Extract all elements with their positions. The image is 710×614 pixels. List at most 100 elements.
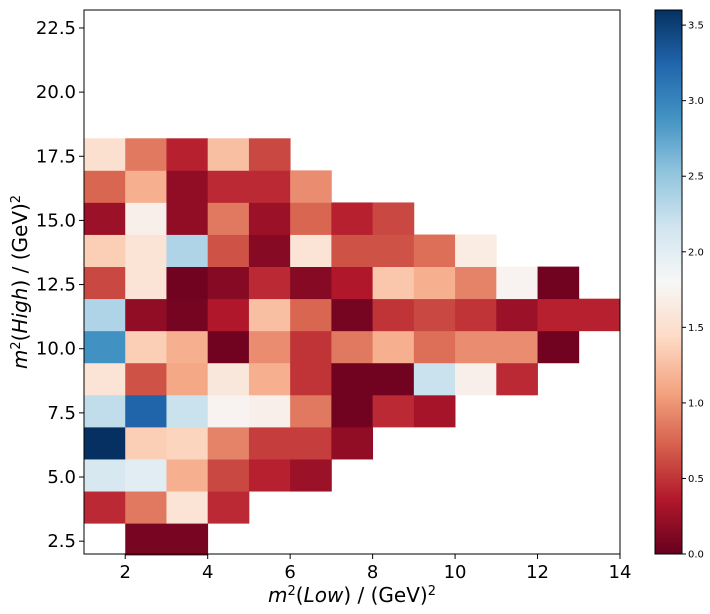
heatmap-cell xyxy=(248,138,291,171)
heatmap-cell xyxy=(413,266,456,300)
heatmap-cell xyxy=(496,266,538,300)
heatmap-cell xyxy=(248,426,291,460)
heatmap-cell xyxy=(455,298,497,332)
heatmap-cell xyxy=(455,234,497,268)
heatmap-cell xyxy=(331,362,374,396)
heatmap-cell xyxy=(413,394,456,428)
heatmap-cell xyxy=(248,234,291,268)
heatmap-cell xyxy=(84,459,126,492)
heatmap-cell xyxy=(372,234,415,268)
heatmap-cell xyxy=(290,266,332,300)
heatmap-cell xyxy=(166,138,209,171)
heatmap-cell xyxy=(331,266,374,300)
heatmap-cell xyxy=(166,266,209,300)
heatmap-cell xyxy=(166,202,209,235)
heatmap-cell xyxy=(84,266,126,300)
colorbar-ticks: 0.0 0.5 1.0 1.5 2.0 2.5 3.0 3.5 xyxy=(682,21,704,561)
x-tick-label: 4 xyxy=(202,562,213,583)
heatmap-cell xyxy=(207,202,250,235)
x-tick-label: 2 xyxy=(120,562,131,583)
heatmap-cell xyxy=(290,234,332,268)
heatmap-cell xyxy=(413,330,456,364)
heatmap-cell xyxy=(331,202,374,235)
colorbar: 0.0 0.5 1.0 1.5 2.0 2.5 3.0 3.5 xyxy=(654,9,704,561)
heatmap-cell xyxy=(125,426,167,460)
heatmap-cell xyxy=(207,362,250,396)
heatmap-cell xyxy=(331,298,374,332)
heatmap-cell xyxy=(537,330,580,364)
heatmap-cell xyxy=(455,362,497,396)
heatmap-cell xyxy=(455,330,497,364)
heatmap-cell xyxy=(248,298,291,332)
heatmap-cell xyxy=(290,170,332,203)
heatmap-cell xyxy=(125,491,167,524)
heatmap-cell xyxy=(125,523,167,556)
heatmap-cell xyxy=(207,491,250,524)
heatmap-cell xyxy=(537,298,580,332)
x-tick-label: 14 xyxy=(609,562,632,583)
heatmap-cell xyxy=(372,266,415,300)
heatmap-cell xyxy=(207,170,250,203)
heatmap-cell xyxy=(248,394,291,428)
colorbar-bar xyxy=(654,9,683,555)
heatmap-cell xyxy=(207,234,250,268)
heatmap-cell xyxy=(537,266,580,300)
heatmap-cell xyxy=(496,330,538,364)
heatmap-cell xyxy=(290,459,332,492)
heatmap-cell xyxy=(84,362,126,396)
heatmap-cell xyxy=(166,362,209,396)
heatmap-cell xyxy=(207,266,250,300)
y-tick-label: 20.0 xyxy=(36,82,76,103)
heatmap-cell xyxy=(125,170,167,203)
y-tick-label: 10.0 xyxy=(36,339,76,360)
heatmap-cell xyxy=(166,523,209,556)
heatmap-cell xyxy=(84,298,126,332)
heatmap-cell xyxy=(166,170,209,203)
heatmap-cell xyxy=(331,426,374,460)
heatmap-cell xyxy=(331,234,374,268)
y-axis-label: m2(High) / (GeV)2 xyxy=(8,195,32,369)
heatmap-cell xyxy=(207,426,250,460)
heatmap-cell xyxy=(125,138,167,171)
colorbar-tick-label: 3.0 xyxy=(688,96,704,107)
heatmap-cell xyxy=(248,330,291,364)
heatmap-cell xyxy=(166,298,209,332)
y-tick-label: 5.0 xyxy=(47,467,76,488)
heatmap-cell xyxy=(166,459,209,492)
heatmap-cell xyxy=(248,266,291,300)
x-tick-label: 8 xyxy=(367,562,378,583)
heatmap-cell xyxy=(372,202,415,235)
heatmap-cell xyxy=(125,394,167,428)
heatmap-cell xyxy=(84,138,126,171)
heatmap-cell xyxy=(207,394,250,428)
heatmap-cell xyxy=(166,491,209,524)
heatmap-cell xyxy=(290,330,332,364)
heatmap-cell xyxy=(166,426,209,460)
heatmap-cell xyxy=(84,330,126,364)
x-tick-label: 6 xyxy=(284,562,295,583)
heatmap-cell xyxy=(84,394,126,428)
y-axis: 2.5 5.0 7.5 10.0 12.5 15.0 17.5 20.0 22.5 xyxy=(36,18,84,552)
heatmap-cell xyxy=(372,298,415,332)
heatmap-cell xyxy=(372,394,415,428)
colorbar-tick-label: 1.5 xyxy=(688,323,704,334)
heatmap-cell xyxy=(84,170,126,203)
heatmap-cell xyxy=(125,459,167,492)
heatmap-cell xyxy=(290,362,332,396)
heatmap-cell xyxy=(207,138,250,171)
heatmap-cell xyxy=(372,362,415,396)
heatmap-cell xyxy=(125,202,167,235)
heatmap-cell xyxy=(413,362,456,396)
x-axis: 2 4 6 8 10 12 14 xyxy=(120,554,632,583)
y-tick-label: 2.5 xyxy=(47,531,76,552)
colorbar-tick-label: 1.0 xyxy=(688,398,704,409)
y-tick-label: 15.0 xyxy=(36,210,76,231)
heatmap-cell xyxy=(372,330,415,364)
x-tick-label: 10 xyxy=(444,562,467,583)
heatmap-cell xyxy=(578,298,621,332)
heatmap-cell xyxy=(331,330,374,364)
heatmap-cell xyxy=(496,298,538,332)
y-tick-label: 22.5 xyxy=(36,18,76,39)
heatmap-cell xyxy=(207,330,250,364)
